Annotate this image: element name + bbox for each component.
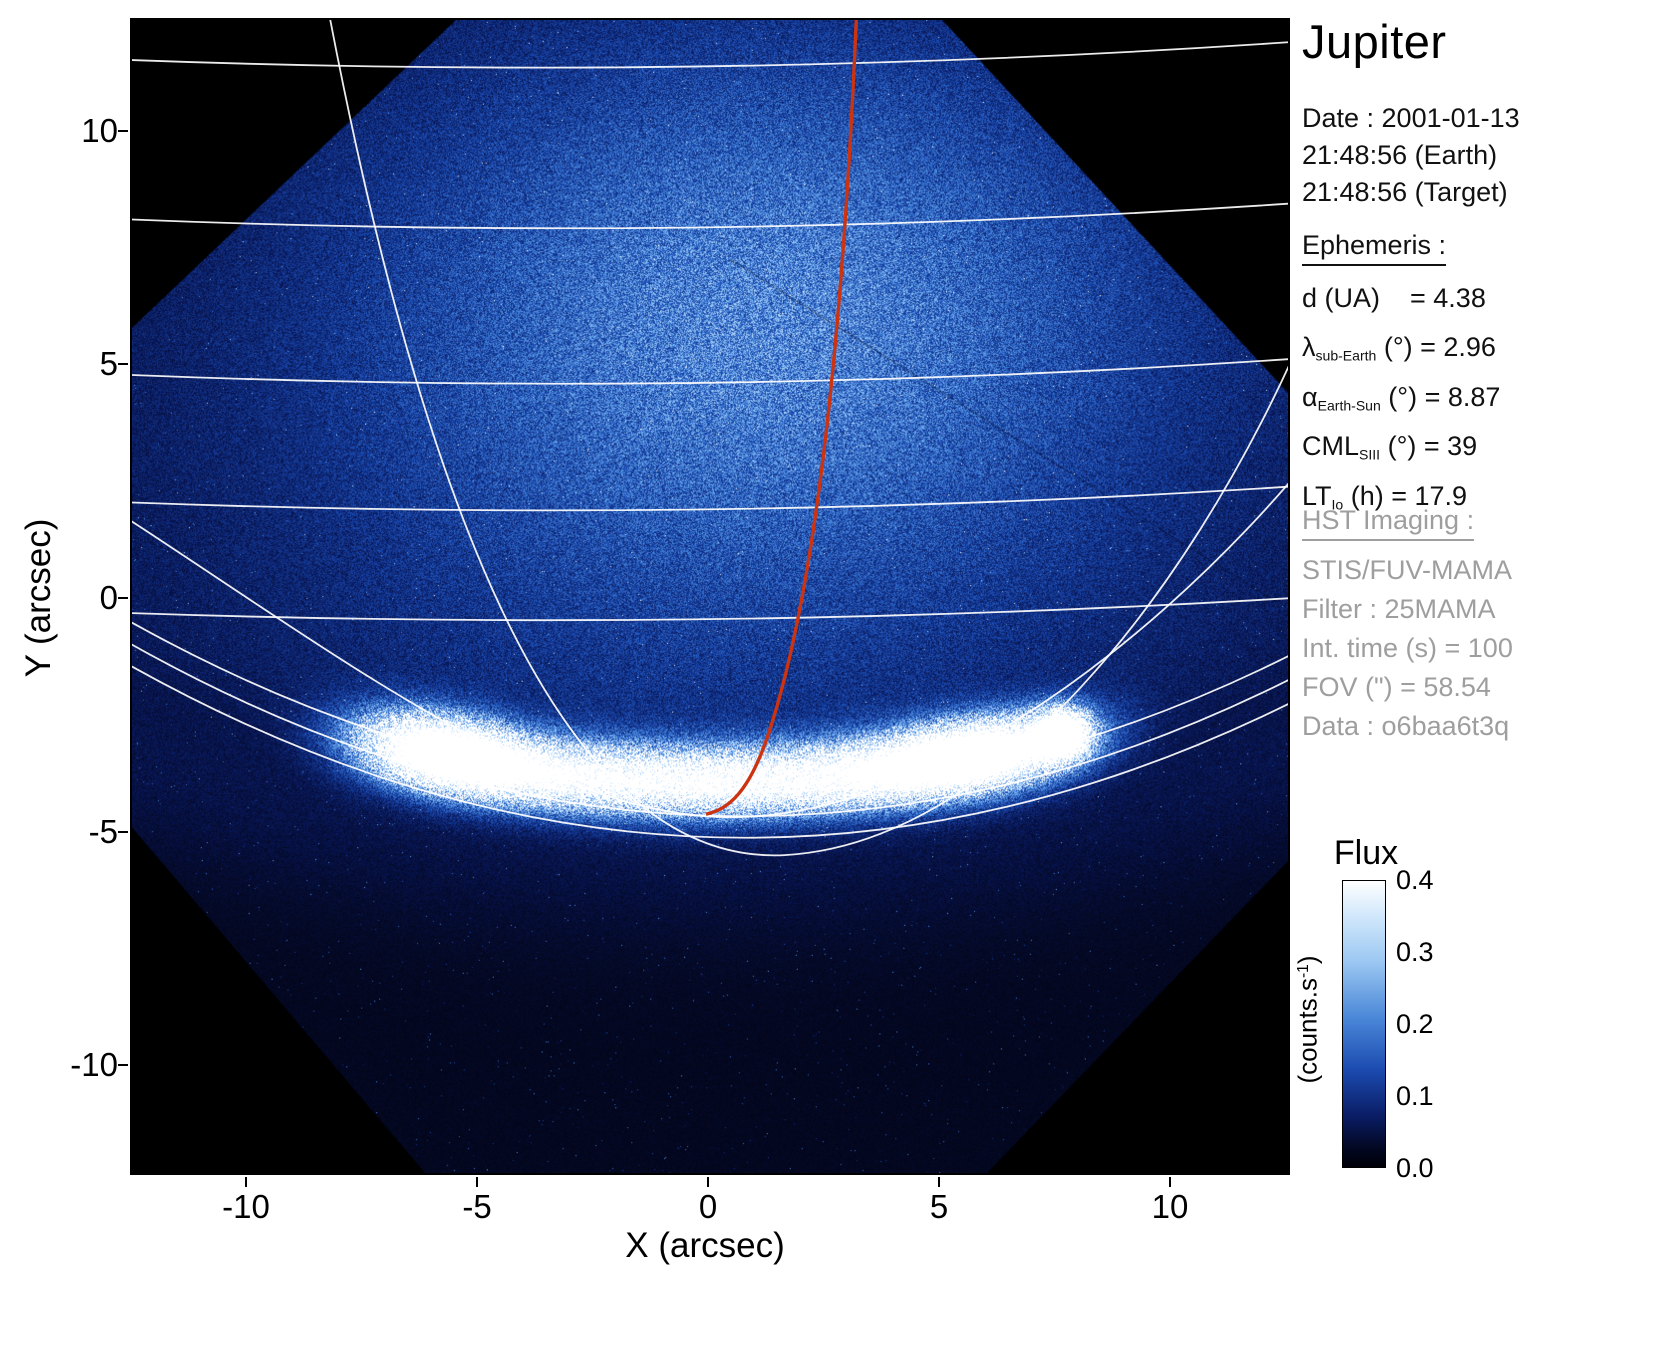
axis-tick xyxy=(707,1177,709,1187)
axis-tick xyxy=(118,363,128,365)
colorbar-tick-label: 0.3 xyxy=(1396,936,1486,968)
y-tick-label: 5 xyxy=(26,344,118,384)
hst-instrument: STIS/FUV-MAMA xyxy=(1302,551,1513,590)
y-tick-label: -10 xyxy=(26,1045,118,1085)
parallel-line xyxy=(132,203,1288,228)
ephemeris-block: Ephemeris : d (UA) = 4.38 λsub-Earth (°)… xyxy=(1302,230,1500,525)
observation-time-target: 21:48:56 (Target) xyxy=(1302,174,1508,210)
latitude-lines xyxy=(132,42,1288,838)
colorbar-tick-label: 0.1 xyxy=(1396,1080,1486,1112)
x-tick-label: -5 xyxy=(412,1188,542,1226)
colorbar-tick-label: 0.0 xyxy=(1396,1152,1486,1184)
y-tick-label: 10 xyxy=(26,111,118,151)
hst-filter: Filter : 25MAMA xyxy=(1302,590,1513,629)
ephemeris-row-lambda: λsub-Earth (°) = 2.96 xyxy=(1302,327,1500,376)
hst-imaging-block: HST Imaging : STIS/FUV-MAMA Filter : 25M… xyxy=(1302,505,1513,746)
limb-parallel-line xyxy=(132,620,1288,792)
colorbar xyxy=(1342,880,1386,1168)
y-axis-label: Y (arcsec) xyxy=(19,443,61,753)
graticule-overlay xyxy=(132,20,1288,1173)
hst-fov: FOV (") = 58.54 xyxy=(1302,668,1513,707)
ephemeris-heading: Ephemeris : xyxy=(1302,230,1446,266)
axis-tick xyxy=(118,831,128,833)
axis-tick xyxy=(938,1177,940,1187)
ephemeris-row-cml: CMLSIII (°) = 39 xyxy=(1302,426,1500,475)
plot-area xyxy=(130,18,1290,1175)
y-tick-label: -5 xyxy=(26,812,118,852)
meridian-lines xyxy=(132,20,1288,855)
ephemeris-row-distance: d (UA) = 4.38 xyxy=(1302,278,1500,327)
hst-imaging-heading: HST Imaging : xyxy=(1302,505,1474,541)
x-tick-label: 10 xyxy=(1105,1188,1235,1226)
hst-int-time: Int. time (s) = 100 xyxy=(1302,629,1513,668)
io-footprint-track xyxy=(706,20,856,814)
x-tick-label: -10 xyxy=(181,1188,311,1226)
x-tick-label: 0 xyxy=(643,1188,773,1226)
parallel-line xyxy=(132,598,1288,620)
parallel-line xyxy=(132,486,1288,510)
parallel-line xyxy=(132,42,1288,68)
hst-data-id: Data : o6baa6t3q xyxy=(1302,707,1513,746)
axis-tick xyxy=(1169,1177,1171,1187)
x-tick-label: 5 xyxy=(874,1188,1004,1226)
meridian-line xyxy=(329,20,1288,855)
axis-tick xyxy=(476,1177,478,1187)
axis-tick xyxy=(245,1177,247,1187)
colorbar-unit-label: (counts.s-1) xyxy=(1293,870,1324,1170)
ephemeris-row-alpha: αEarth-Sun (°) = 8.87 xyxy=(1302,377,1500,426)
axis-tick xyxy=(118,1064,128,1066)
colorbar-tick-label: 0.2 xyxy=(1396,1008,1486,1040)
figure: 10 5 0 -5 -10 -10 -5 0 5 10 X (arcsec) Y… xyxy=(0,0,1676,1367)
observation-time-earth: 21:48:56 (Earth) xyxy=(1302,137,1497,173)
axis-tick xyxy=(118,597,128,599)
colorbar-tick-label: 0.4 xyxy=(1396,864,1486,896)
parallel-line xyxy=(132,359,1288,384)
x-axis-label: X (arcsec) xyxy=(540,1226,870,1266)
axis-tick xyxy=(118,130,128,132)
plot-title: Jupiter xyxy=(1302,14,1447,69)
observation-date: Date : 2001-01-13 xyxy=(1302,100,1520,136)
